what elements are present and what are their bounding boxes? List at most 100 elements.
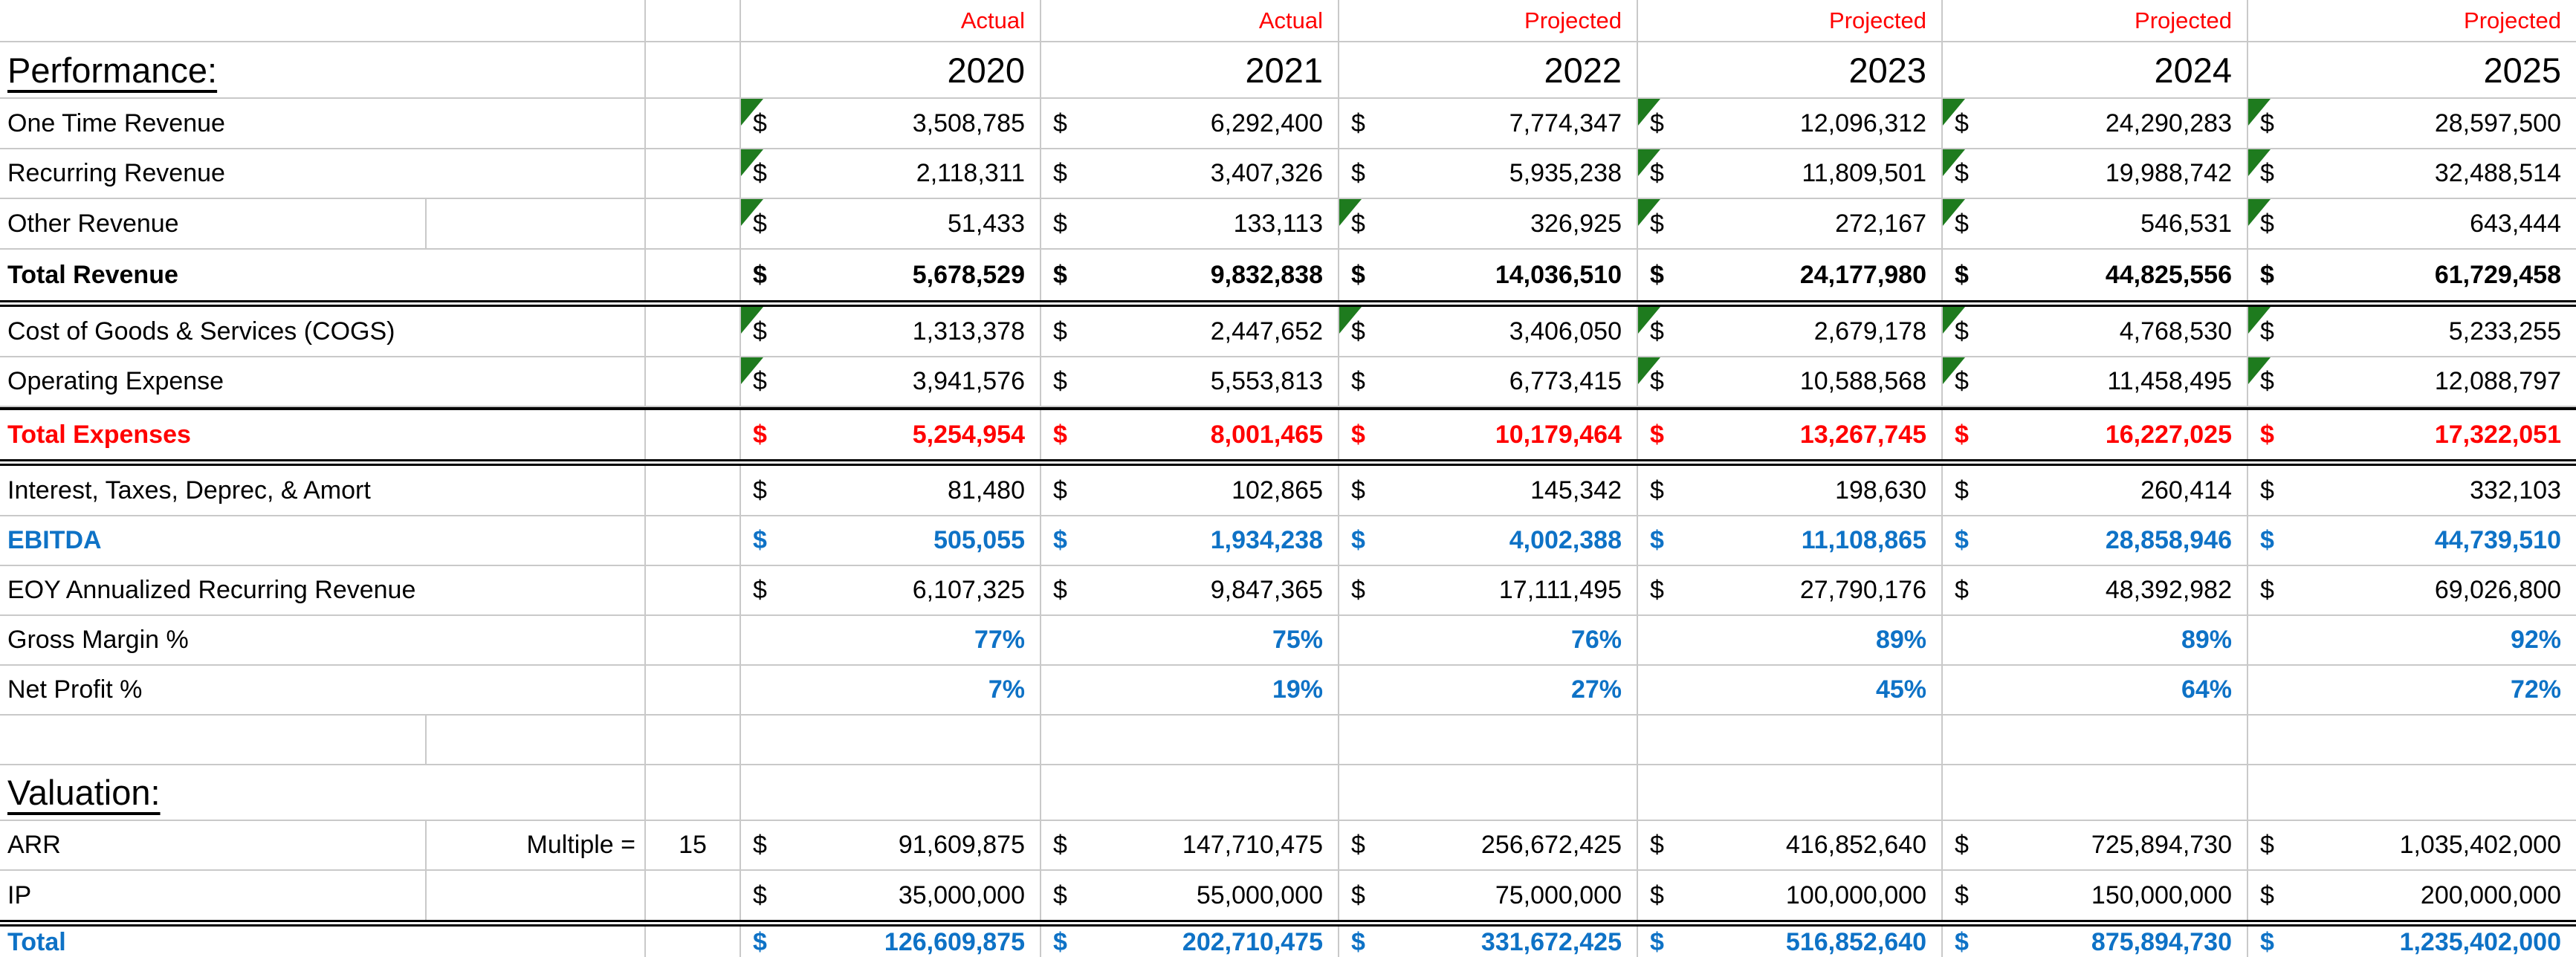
cell-b-one-time-revenue[interactable] (425, 99, 644, 148)
cell-arr-2022[interactable]: $256,672,425 (1338, 821, 1637, 869)
cell-interest-taxes-deprec-amort-2020[interactable]: $81,480 (740, 466, 1040, 515)
cell-b-gross-margin-pct[interactable] (425, 616, 644, 664)
cell-recurring-revenue-2025[interactable]: $32,488,514 (2247, 149, 2576, 198)
cell-operating-expense-2023[interactable]: $10,588,568 (1637, 357, 1941, 406)
cell-interest-taxes-deprec-amort-2023[interactable]: $198,630 (1637, 466, 1941, 515)
cell-label-year-header[interactable]: Performance: (0, 42, 425, 97)
cell-label-net-profit-pct[interactable]: Net Profit % (0, 666, 425, 714)
cell-recurring-revenue-2024[interactable]: $19,988,742 (1941, 149, 2247, 198)
cell-one-time-revenue-2020[interactable]: $3,508,785 (740, 99, 1040, 148)
cell-c-valuation-total[interactable] (644, 927, 740, 957)
cell-gross-margin-pct-2023[interactable]: 89% (1637, 616, 1941, 664)
cell-column-status-header-2021[interactable]: Actual (1040, 0, 1338, 41)
cell-valuation-header-2025[interactable] (2247, 765, 2576, 820)
cell-arr-2025[interactable]: $1,035,402,000 (2247, 821, 2576, 869)
cell-label-one-time-revenue[interactable]: One Time Revenue (0, 99, 425, 148)
cell-other-revenue-2024[interactable]: $546,531 (1941, 199, 2247, 248)
cell-cogs-2021[interactable]: $2,447,652 (1040, 307, 1338, 356)
cell-year-header-2022[interactable]: 2022 (1338, 42, 1637, 97)
cell-total-expenses-2023[interactable]: $13,267,745 (1637, 410, 1941, 459)
cell-label-interest-taxes-deprec-amort[interactable]: Interest, Taxes, Deprec, & Amort (0, 466, 425, 515)
cell-cogs-2020[interactable]: $1,313,378 (740, 307, 1040, 356)
cell-c-recurring-revenue[interactable] (644, 149, 740, 198)
cell-ip-2022[interactable]: $75,000,000 (1338, 871, 1637, 920)
cell-other-revenue-2020[interactable]: $51,433 (740, 199, 1040, 248)
cell-label-valuation-total[interactable]: Total (0, 927, 425, 957)
cell-c-ip[interactable] (644, 871, 740, 920)
cell-cogs-2024[interactable]: $4,768,530 (1941, 307, 2247, 356)
cell-b-recurring-revenue[interactable] (425, 149, 644, 198)
cell-one-time-revenue-2025[interactable]: $28,597,500 (2247, 99, 2576, 148)
cell-operating-expense-2022[interactable]: $6,773,415 (1338, 357, 1637, 406)
cell-ebitda-2025[interactable]: $44,739,510 (2247, 516, 2576, 565)
cell-label-recurring-revenue[interactable]: Recurring Revenue (0, 149, 425, 198)
cell-net-profit-pct-2021[interactable]: 19% (1040, 666, 1338, 714)
cell-total-revenue-2024[interactable]: $44,825,556 (1941, 250, 2247, 300)
cell-total-revenue-2025[interactable]: $61,729,458 (2247, 250, 2576, 300)
cell-c-gross-margin-pct[interactable] (644, 616, 740, 664)
cell-column-status-header-2024[interactable]: Projected (1941, 0, 2247, 41)
cell-spacer-row-2024[interactable] (1941, 716, 2247, 764)
cell-b-other-revenue[interactable] (425, 199, 644, 248)
cell-operating-expense-2020[interactable]: $3,941,576 (740, 357, 1040, 406)
cell-c-valuation-header[interactable] (644, 765, 740, 820)
cell-ip-2021[interactable]: $55,000,000 (1040, 871, 1338, 920)
cell-c-spacer-row[interactable] (644, 716, 740, 764)
cell-b-eoy-annualized-recurring-revenue[interactable] (425, 566, 644, 614)
cell-gross-margin-pct-2020[interactable]: 77% (740, 616, 1040, 664)
cell-total-revenue-2022[interactable]: $14,036,510 (1338, 250, 1637, 300)
cell-label-total-revenue[interactable]: Total Revenue (0, 250, 425, 300)
cell-label-operating-expense[interactable]: Operating Expense (0, 357, 425, 406)
cell-ebitda-2020[interactable]: $505,055 (740, 516, 1040, 565)
cell-b-year-header[interactable] (425, 42, 644, 97)
cell-label-arr[interactable]: ARR (0, 821, 425, 869)
cell-b-cogs[interactable] (425, 307, 644, 356)
cell-label-spacer-row[interactable] (0, 716, 425, 764)
cell-other-revenue-2021[interactable]: $133,113 (1040, 199, 1338, 248)
cell-c-ebitda[interactable] (644, 516, 740, 565)
cell-year-header-2024[interactable]: 2024 (1941, 42, 2247, 97)
cell-year-header-2025[interactable]: 2025 (2247, 42, 2576, 97)
cell-ip-2020[interactable]: $35,000,000 (740, 871, 1040, 920)
cell-other-revenue-2022[interactable]: $326,925 (1338, 199, 1637, 248)
cell-c-net-profit-pct[interactable] (644, 666, 740, 714)
cell-b-ebitda[interactable] (425, 516, 644, 565)
cell-b-column-status-header[interactable] (425, 0, 644, 41)
cell-cogs-2022[interactable]: $3,406,050 (1338, 307, 1637, 356)
cell-valuation-total-2025[interactable]: $1,235,402,000 (2247, 927, 2576, 957)
cell-recurring-revenue-2023[interactable]: $11,809,501 (1637, 149, 1941, 198)
cell-interest-taxes-deprec-amort-2021[interactable]: $102,865 (1040, 466, 1338, 515)
cell-valuation-header-2021[interactable] (1040, 765, 1338, 820)
cell-label-total-expenses[interactable]: Total Expenses (0, 410, 425, 459)
cell-recurring-revenue-2022[interactable]: $5,935,238 (1338, 149, 1637, 198)
cell-label-other-revenue[interactable]: Other Revenue (0, 199, 425, 248)
cell-valuation-total-2023[interactable]: $516,852,640 (1637, 927, 1941, 957)
cell-column-status-header-2020[interactable]: Actual (740, 0, 1040, 41)
cell-b-total-revenue[interactable] (425, 250, 644, 300)
cell-valuation-total-2021[interactable]: $202,710,475 (1040, 927, 1338, 957)
cell-total-revenue-2021[interactable]: $9,832,838 (1040, 250, 1338, 300)
cell-b-ip[interactable] (425, 871, 644, 920)
cell-c-eoy-annualized-recurring-revenue[interactable] (644, 566, 740, 614)
cell-column-status-header-2022[interactable]: Projected (1338, 0, 1637, 41)
cell-gross-margin-pct-2024[interactable]: 89% (1941, 616, 2247, 664)
cell-ebitda-2023[interactable]: $11,108,865 (1637, 516, 1941, 565)
cell-net-profit-pct-2025[interactable]: 72% (2247, 666, 2576, 714)
cell-b-interest-taxes-deprec-amort[interactable] (425, 466, 644, 515)
cell-arr-2024[interactable]: $725,894,730 (1941, 821, 2247, 869)
cell-b-total-expenses[interactable] (425, 410, 644, 459)
cell-spacer-row-2021[interactable] (1040, 716, 1338, 764)
cell-c-cogs[interactable] (644, 307, 740, 356)
cell-arr-2020[interactable]: $91,609,875 (740, 821, 1040, 869)
cell-spacer-row-2023[interactable] (1637, 716, 1941, 764)
cell-b-spacer-row[interactable] (425, 716, 644, 764)
cell-total-expenses-2022[interactable]: $10,179,464 (1338, 410, 1637, 459)
cell-cogs-2023[interactable]: $2,679,178 (1637, 307, 1941, 356)
cell-year-header-2023[interactable]: 2023 (1637, 42, 1941, 97)
cell-interest-taxes-deprec-amort-2024[interactable]: $260,414 (1941, 466, 2247, 515)
cell-gross-margin-pct-2021[interactable]: 75% (1040, 616, 1338, 664)
cell-net-profit-pct-2024[interactable]: 64% (1941, 666, 2247, 714)
cell-recurring-revenue-2021[interactable]: $3,407,326 (1040, 149, 1338, 198)
cell-ebitda-2022[interactable]: $4,002,388 (1338, 516, 1637, 565)
cell-total-expenses-2021[interactable]: $8,001,465 (1040, 410, 1338, 459)
